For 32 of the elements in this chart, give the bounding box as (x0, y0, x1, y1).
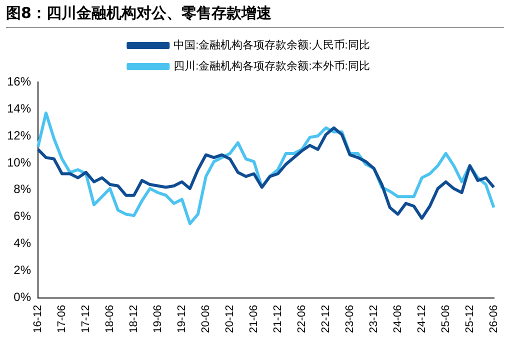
x-tick-label: 23-06 (344, 304, 356, 334)
y-tick-label: 8% (14, 182, 32, 196)
x-tick-label: 20-06 (200, 304, 212, 334)
x-tick-label: 17-06 (56, 304, 68, 334)
legend-label: 四川:金融机构各项存款余额:本外币:同比 (174, 60, 370, 73)
x-tick-label: 24-06 (392, 304, 404, 334)
x-tick-label: 19-12 (176, 304, 188, 334)
y-tick-label: 16% (6, 74, 32, 88)
y-tick-label: 4% (14, 236, 32, 250)
y-tick-label: 14% (6, 101, 32, 116)
x-tick-label: 22-12 (320, 304, 332, 334)
x-tick-label: 21-06 (248, 304, 260, 334)
y-tick-label: 6% (14, 209, 32, 224)
chart-title: 图8：四川金融机构对公、零售存款增速 (6, 4, 504, 28)
y-tick-label: 0% (14, 290, 32, 304)
x-tick-label: 25-12 (464, 304, 476, 334)
x-tick-label: 18-12 (128, 304, 140, 334)
y-tick-label: 10% (6, 155, 32, 170)
x-tick-label: 18-06 (104, 304, 116, 334)
x-tick-label: 22-06 (296, 304, 308, 334)
x-tick-label: 20-12 (224, 304, 236, 334)
y-tick-label: 2% (14, 263, 32, 278)
x-tick-label: 17-12 (80, 304, 92, 334)
x-tick-label: 16-12 (32, 304, 44, 334)
x-tick-label: 26-06 (488, 304, 500, 334)
x-tick-label: 21-12 (272, 304, 284, 334)
x-tick-label: 19-06 (152, 304, 164, 334)
legend-label: 中国:金融机构各项存款余额:人民币:同比 (174, 38, 370, 52)
x-tick-label: 23-12 (368, 304, 380, 334)
x-tick-label: 25-06 (440, 304, 452, 334)
x-tick-label: 24-12 (416, 304, 428, 334)
y-tick-label: 12% (6, 128, 32, 142)
